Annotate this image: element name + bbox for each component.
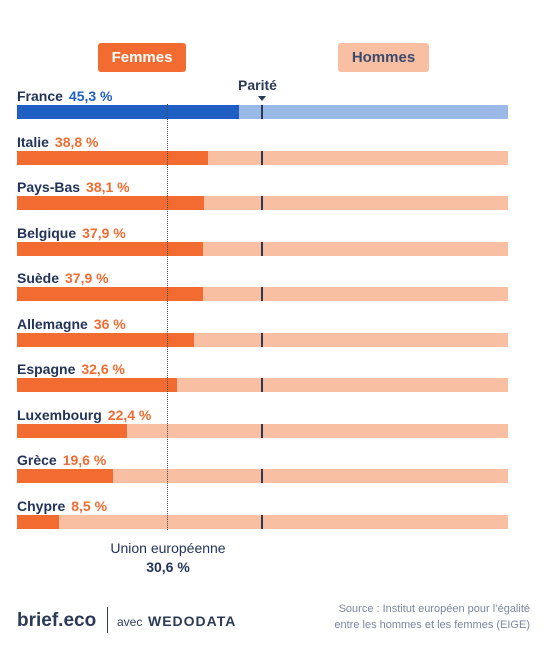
country-name: Luxembourg [17,406,102,423]
parity-tick [261,287,263,301]
country-value: 22,4 % [107,406,152,423]
wedodata-logo: WEDODATA [148,613,237,629]
row-label-belgique: Belgique 37,9 % [17,225,126,241]
eu-average-line [167,104,169,530]
eu-average-name: Union européenne [110,540,226,556]
eu-average-label: Union européenne 30,6 % [98,539,238,577]
bar-women-pays-bas [17,196,205,210]
parity-tick [261,105,263,119]
country-name: Italie [17,133,49,150]
bar-women-grece [17,469,114,483]
parity-tick [261,241,263,256]
parity-label: Parité [238,77,277,93]
country-name: Grèce [17,452,57,468]
legend-women: Femmes [98,43,186,72]
bar-women-suede [17,287,204,301]
logo-with-text: avec [117,615,143,629]
bar-women-italie [17,150,208,165]
bar-women-chypre [17,514,59,529]
country-name: Allemagne [17,315,88,332]
bar-track-chypre [17,514,508,529]
country-value: 45,3 % [68,88,113,104]
bar-track-france [17,105,508,119]
row-label-luxembourg: Luxembourg 22,4 % [17,407,151,423]
parity-tick [261,423,263,438]
country-name: Belgique [17,224,77,241]
logo-divider [107,607,108,633]
country-name: Pays-Bas [17,179,81,195]
parity-tick [261,378,263,392]
country-value: 36 % [93,315,126,332]
country-value: 38,1 % [86,179,130,195]
country-name: Espagne [17,361,76,377]
row-label-pays-bas: Pays-Bas 38,1 % [17,179,130,195]
country-name: France [17,88,63,104]
bar-track-belgique [17,241,508,256]
bar-track-italie [17,150,508,165]
row-label-suede: Suède 37,9 % [17,270,109,286]
country-name: Suède [17,270,60,286]
row-label-espagne: Espagne 32,6 % [17,361,125,377]
bar-women-espagne [17,378,178,392]
parity-tick [261,150,263,165]
bar-women-belgique [17,241,204,256]
eu-average-value: 30,6 % [146,559,190,575]
row-label-grece: Grèce 19,6 % [17,452,106,468]
bar-women-allemagne [17,332,194,347]
bar-track-suede [17,287,508,301]
parity-arrow-icon [258,96,266,101]
parity-tick [261,514,263,529]
source-line-2: entre les hommes et les femmes (EIGE) [334,619,530,631]
bar-track-grece [17,469,508,483]
bar-track-allemagne [17,332,508,347]
source-line-1: Source : Institut européen pour l’égalit… [338,603,530,615]
row-label-italie: Italie 38,8 % [17,134,99,150]
country-value: 32,6 % [81,361,125,377]
brief-eco-logo: brief.eco [17,610,97,631]
country-value: 37,9 % [82,224,126,241]
parity-tick [261,469,263,483]
bar-women-france [17,105,240,119]
row-label-chypre: Chypre 8,5 % [17,498,107,514]
bar-track-espagne [17,378,508,392]
legend-men: Hommes [338,43,429,72]
bar-women-luxembourg [17,423,127,438]
row-label-france: France 45,3 % [17,88,113,104]
country-value: 37,9 % [65,270,109,286]
country-value: 8,5 % [71,497,108,514]
country-value: 38,8 % [54,133,99,150]
source-note: Source : Institut européen pour l’égalit… [270,601,530,633]
country-value: 19,6 % [62,452,107,468]
bar-track-luxembourg [17,423,508,438]
parity-tick [261,332,263,347]
row-label-allemagne: Allemagne 36 % [17,316,126,332]
country-name: Chypre [17,497,66,514]
parity-tick [261,196,263,210]
bar-track-pays-bas [17,196,508,210]
